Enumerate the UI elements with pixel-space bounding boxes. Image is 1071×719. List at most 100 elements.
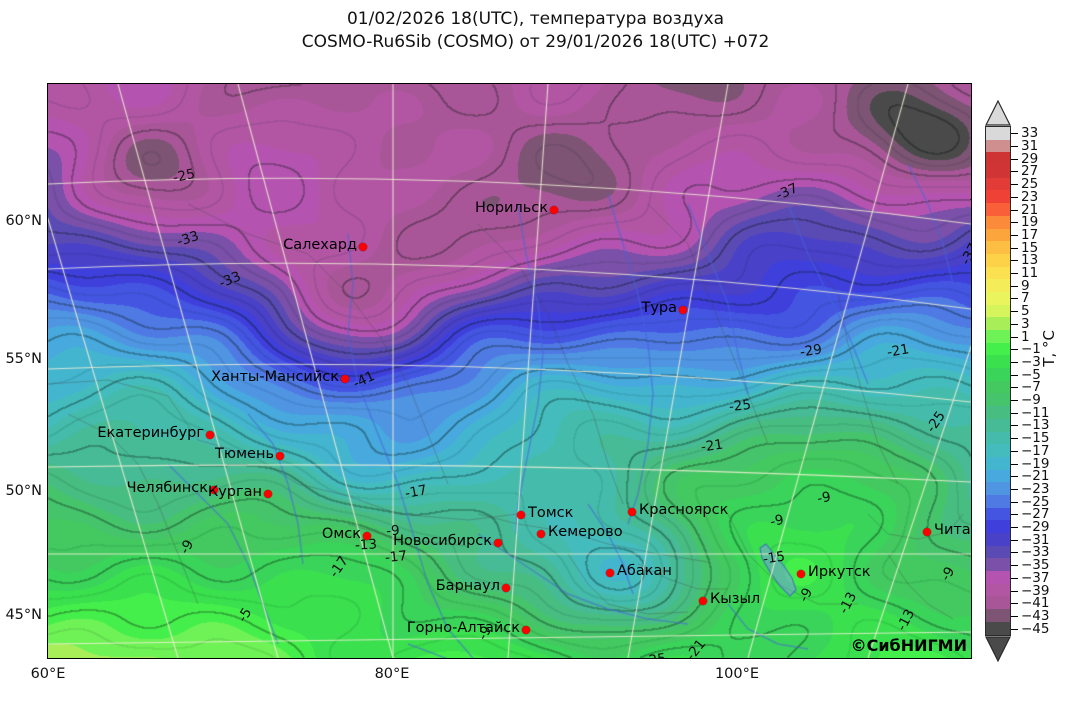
- colorbar-tick: [1011, 476, 1018, 478]
- y-axis-tick-label: 45°N: [5, 607, 42, 623]
- city-label: Ханты-Мансийск: [211, 369, 339, 385]
- city-label: Красноярск: [639, 502, 729, 518]
- colorbar-band: [986, 342, 1010, 356]
- y-axis-tick-label: 60°N: [5, 213, 42, 229]
- colorbar-tick-label: −19: [1021, 455, 1050, 472]
- colorbar-tick: [1011, 171, 1018, 173]
- colorbar-tick: [1011, 565, 1018, 567]
- city-dot-icon: [550, 206, 558, 214]
- colorbar-band: [986, 304, 1010, 318]
- colorbar-tick: [1011, 577, 1018, 579]
- city-label: Томск: [528, 505, 574, 521]
- colorbar-tick-label: −43: [1021, 607, 1050, 624]
- city-dot-icon: [359, 243, 367, 251]
- colorbar-tick-label: 25: [1021, 176, 1039, 193]
- city-dot-icon: [502, 584, 510, 592]
- colorbar[interactable]: 33 31 29 27 25 23 21 19 17 15 13 11 9 7 5 3 1 −1 −3 −5 −7 −9−…: [985, 100, 1050, 662]
- colorbar-band: [986, 571, 1010, 584]
- colorbar-band: [986, 177, 1010, 191]
- colorbar-tick: [1011, 146, 1018, 148]
- city-label: Тюмень: [215, 446, 274, 462]
- colorbar-band: [986, 253, 1010, 267]
- colorbar-band: [986, 291, 1010, 305]
- chart-title-line2: COSMO-Ru6Sib (COSMO) от 29/01/2026 18(UT…: [301, 32, 770, 52]
- contour-value-label: -9: [815, 488, 833, 508]
- city-dot-icon: [341, 375, 349, 383]
- colorbar-band: [986, 533, 1010, 546]
- colorbar-tick: [1011, 374, 1018, 376]
- city-dot-icon: [797, 570, 805, 578]
- city-label: Чита: [934, 522, 971, 538]
- colorbar-tick: [1011, 552, 1018, 554]
- colorbar-tick: [1011, 387, 1018, 389]
- colorbar-tick-label: −31: [1021, 531, 1050, 548]
- colorbar-tick: [1011, 209, 1018, 211]
- colorbar-tick-label: 23: [1021, 188, 1039, 205]
- city-dot-icon: [679, 306, 687, 314]
- colorbar-band: [986, 520, 1010, 533]
- city-label: Курган: [207, 484, 262, 500]
- colorbar-band: [986, 139, 1010, 153]
- colorbar-tick: [1011, 311, 1018, 313]
- city-label: Новосибирск: [393, 533, 492, 549]
- colorbar-tick-label: −27: [1021, 506, 1050, 523]
- colorbar-band: [986, 609, 1010, 622]
- colorbar-axis-title: T, °C: [1040, 330, 1058, 367]
- colorbar-tick-label: −17: [1021, 442, 1050, 459]
- colorbar-tick-label: 11: [1021, 265, 1039, 282]
- temperature-map[interactable]: НорильскЯкутскСалехардТураХанты-Мансийск…: [47, 83, 972, 659]
- city-dot-icon: [494, 539, 502, 547]
- colorbar-band: [986, 456, 1010, 470]
- colorbar-band: [986, 583, 1010, 597]
- city-dot-icon: [276, 452, 284, 460]
- y-axis-tick-label: 55°N: [5, 351, 42, 367]
- colorbar-tick: [1011, 234, 1018, 236]
- colorbar-band: [986, 418, 1010, 432]
- colorbar-tick: [1011, 527, 1018, 529]
- city-dot-icon: [517, 511, 525, 519]
- city-dot-icon: [206, 431, 214, 439]
- colorbar-tick: [1011, 590, 1018, 592]
- city-dot-icon: [363, 532, 371, 540]
- colorbar-tick: [1011, 425, 1018, 427]
- city-label: Омск: [321, 526, 361, 542]
- colorbar-under-arrow: [985, 636, 1011, 662]
- city-label: Иркутск: [808, 564, 871, 580]
- city-dot-icon: [264, 490, 272, 498]
- colorbar-tick: [1011, 488, 1018, 490]
- colorbar-gradient: [985, 126, 1011, 636]
- city-dot-icon: [923, 528, 931, 536]
- colorbar-tick-label: −7: [1021, 379, 1041, 396]
- colorbar-band: [986, 165, 1010, 178]
- colorbar-tick: [1011, 450, 1018, 452]
- colorbar-tick: [1011, 184, 1018, 186]
- colorbar-band: [986, 368, 1010, 381]
- city-label: Тура: [641, 300, 677, 316]
- colorbar-tick-label: −15: [1021, 430, 1050, 447]
- colorbar-tick-label: −45: [1021, 620, 1050, 637]
- x-axis-tick-label: 80°E: [374, 666, 410, 682]
- colorbar-tick: [1011, 628, 1018, 630]
- colorbar-band: [986, 596, 1010, 610]
- x-axis-tick-label: 100°E: [714, 666, 760, 682]
- colorbar-band: [986, 203, 1010, 216]
- colorbar-tick: [1011, 463, 1018, 465]
- city-label: Кемерово: [548, 524, 623, 540]
- colorbar-tick-label: −5: [1021, 366, 1041, 383]
- colorbar-band: [986, 330, 1010, 343]
- colorbar-tick-label: 5: [1021, 303, 1030, 320]
- colorbar-tick: [1011, 222, 1018, 224]
- city-dot-icon: [537, 530, 545, 538]
- colorbar-tick: [1011, 247, 1018, 249]
- colorbar-band: [986, 127, 1010, 140]
- colorbar-tick: [1011, 158, 1018, 160]
- colorbar-tick-label: −25: [1021, 493, 1050, 510]
- contour-value-label: -9: [385, 522, 401, 540]
- colorbar-tick: [1011, 361, 1018, 363]
- colorbar-tick: [1011, 514, 1018, 516]
- contour-value-label: -13: [354, 536, 378, 554]
- temperature-field-canvas: [48, 84, 971, 658]
- colorbar-band: [986, 279, 1010, 292]
- colorbar-tick: [1011, 298, 1018, 300]
- contour-value-label: -25: [728, 396, 752, 416]
